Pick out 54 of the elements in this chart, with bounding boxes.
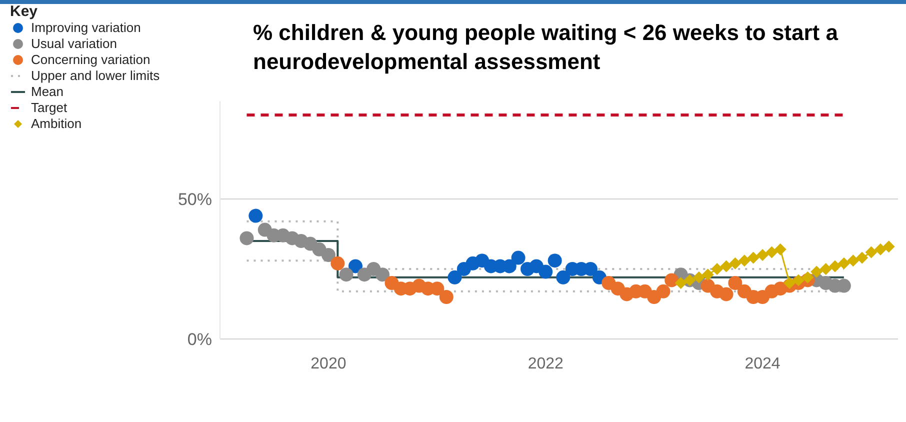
point xyxy=(829,260,842,272)
point xyxy=(720,260,732,272)
point xyxy=(865,246,878,258)
point xyxy=(802,271,814,284)
point xyxy=(240,231,254,246)
x-tick-label: 2022 xyxy=(528,355,564,372)
point xyxy=(784,277,796,289)
legend-label: Mean xyxy=(31,84,64,100)
point xyxy=(838,257,850,270)
point xyxy=(856,252,868,264)
point xyxy=(874,243,886,256)
legend-label: Improving variation xyxy=(31,20,141,36)
point xyxy=(511,250,526,265)
point xyxy=(747,252,760,264)
legend-label: Concerning variation xyxy=(31,52,150,68)
point xyxy=(348,259,362,274)
point xyxy=(882,240,895,253)
legend-label: Usual variation xyxy=(31,36,117,52)
point xyxy=(756,249,769,261)
point xyxy=(439,290,454,304)
point xyxy=(321,248,336,262)
point xyxy=(339,268,354,282)
point xyxy=(847,254,860,267)
point xyxy=(729,257,742,270)
point xyxy=(656,284,670,298)
point xyxy=(738,254,750,267)
point xyxy=(538,264,553,279)
point xyxy=(820,263,832,275)
point xyxy=(330,256,345,270)
point xyxy=(719,287,734,302)
point xyxy=(448,270,462,284)
x-tick-label: 2024 xyxy=(744,355,780,372)
point xyxy=(248,208,263,223)
point xyxy=(376,268,390,282)
x-tick-label: 2020 xyxy=(310,355,346,372)
point xyxy=(774,243,786,256)
chart-title: % children & young people waiting < 26 weeks to start a neurodevelopmental assessment xyxy=(253,19,840,76)
point xyxy=(728,276,742,290)
point xyxy=(556,270,570,284)
point xyxy=(548,254,562,268)
legend-label: Ambition xyxy=(31,116,82,132)
point xyxy=(792,274,804,286)
y-tick-label: 0% xyxy=(187,330,212,350)
point xyxy=(711,263,724,275)
point xyxy=(664,273,679,288)
legend-label: Upper and lower limits xyxy=(31,68,160,84)
y-tick-label: 50% xyxy=(178,190,212,210)
point xyxy=(766,246,778,258)
point xyxy=(692,271,705,284)
legend-title: Key xyxy=(10,3,39,20)
point xyxy=(810,266,823,278)
point xyxy=(702,268,714,281)
legend-label: Target xyxy=(31,100,68,116)
point xyxy=(674,277,687,289)
